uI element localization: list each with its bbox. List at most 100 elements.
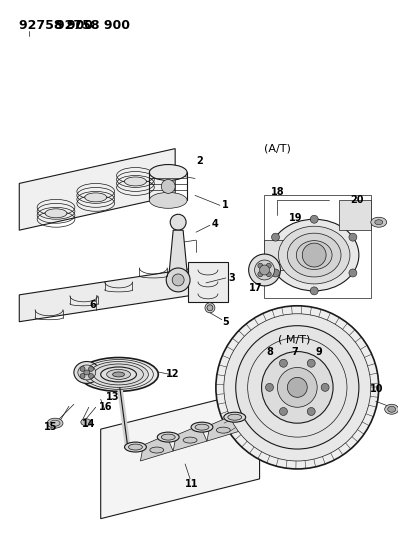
Circle shape bbox=[166, 268, 190, 292]
Text: 11: 11 bbox=[185, 479, 199, 489]
Ellipse shape bbox=[124, 442, 146, 452]
Text: 9: 9 bbox=[316, 346, 322, 357]
Ellipse shape bbox=[81, 419, 91, 426]
Ellipse shape bbox=[85, 193, 107, 202]
Circle shape bbox=[262, 352, 333, 423]
Text: (A/T): (A/T) bbox=[264, 143, 291, 154]
Text: 4: 4 bbox=[211, 219, 218, 229]
Polygon shape bbox=[339, 200, 371, 230]
Circle shape bbox=[307, 408, 315, 415]
Ellipse shape bbox=[47, 418, 63, 428]
Text: 1: 1 bbox=[221, 200, 228, 211]
Polygon shape bbox=[101, 389, 260, 519]
Circle shape bbox=[260, 265, 269, 275]
Polygon shape bbox=[140, 435, 173, 461]
Polygon shape bbox=[169, 230, 187, 272]
Ellipse shape bbox=[296, 240, 332, 270]
Text: 8: 8 bbox=[266, 346, 273, 357]
Circle shape bbox=[255, 260, 275, 280]
Text: 2: 2 bbox=[197, 156, 203, 166]
Text: 15: 15 bbox=[44, 422, 58, 432]
Ellipse shape bbox=[279, 226, 350, 284]
Circle shape bbox=[170, 214, 186, 230]
Ellipse shape bbox=[161, 434, 175, 440]
Text: 5: 5 bbox=[222, 317, 229, 327]
Ellipse shape bbox=[388, 406, 396, 412]
Ellipse shape bbox=[124, 177, 146, 186]
Ellipse shape bbox=[113, 372, 124, 377]
Text: ( M/T): ( M/T) bbox=[278, 335, 310, 345]
Text: 18: 18 bbox=[271, 188, 284, 197]
Text: 16: 16 bbox=[99, 402, 113, 412]
Text: 6: 6 bbox=[89, 300, 96, 310]
Ellipse shape bbox=[79, 358, 158, 391]
Ellipse shape bbox=[74, 361, 100, 383]
Ellipse shape bbox=[78, 365, 96, 380]
Circle shape bbox=[266, 272, 271, 277]
Circle shape bbox=[277, 367, 317, 407]
Circle shape bbox=[161, 180, 175, 193]
Ellipse shape bbox=[84, 370, 90, 375]
Polygon shape bbox=[264, 240, 284, 270]
Ellipse shape bbox=[385, 404, 399, 414]
Circle shape bbox=[307, 359, 315, 367]
Ellipse shape bbox=[195, 424, 209, 430]
Circle shape bbox=[266, 263, 271, 268]
Circle shape bbox=[272, 269, 279, 277]
Circle shape bbox=[216, 306, 379, 469]
Text: 10: 10 bbox=[370, 384, 383, 394]
Circle shape bbox=[80, 374, 85, 378]
Circle shape bbox=[236, 326, 359, 449]
Ellipse shape bbox=[287, 233, 341, 277]
Circle shape bbox=[321, 383, 329, 391]
Text: 92758 900: 92758 900 bbox=[19, 19, 93, 33]
Circle shape bbox=[224, 314, 371, 461]
Text: 19: 19 bbox=[288, 213, 302, 223]
Polygon shape bbox=[173, 425, 207, 451]
Circle shape bbox=[258, 263, 263, 268]
Ellipse shape bbox=[150, 447, 164, 453]
Ellipse shape bbox=[191, 422, 213, 432]
Text: 92758 900: 92758 900 bbox=[56, 19, 130, 33]
Circle shape bbox=[279, 408, 287, 415]
Ellipse shape bbox=[107, 369, 130, 379]
Circle shape bbox=[89, 367, 93, 372]
Ellipse shape bbox=[371, 217, 387, 227]
Circle shape bbox=[287, 377, 307, 397]
Ellipse shape bbox=[149, 192, 187, 208]
Circle shape bbox=[349, 233, 357, 241]
Ellipse shape bbox=[128, 444, 142, 450]
Circle shape bbox=[349, 269, 357, 277]
Ellipse shape bbox=[228, 414, 242, 420]
Polygon shape bbox=[19, 149, 175, 230]
Ellipse shape bbox=[89, 361, 148, 387]
Circle shape bbox=[89, 374, 93, 378]
Bar bbox=[188, 262, 228, 302]
Circle shape bbox=[310, 215, 318, 223]
Ellipse shape bbox=[149, 165, 187, 181]
Circle shape bbox=[258, 272, 263, 277]
Ellipse shape bbox=[157, 432, 179, 442]
Circle shape bbox=[207, 305, 213, 311]
Polygon shape bbox=[207, 415, 240, 441]
Ellipse shape bbox=[101, 367, 136, 382]
Ellipse shape bbox=[375, 220, 383, 225]
Circle shape bbox=[272, 233, 279, 241]
Text: 7: 7 bbox=[291, 346, 298, 357]
Text: 3: 3 bbox=[228, 273, 235, 283]
Ellipse shape bbox=[45, 209, 67, 218]
Ellipse shape bbox=[224, 412, 246, 422]
Ellipse shape bbox=[269, 219, 359, 291]
Circle shape bbox=[172, 274, 184, 286]
Text: 12: 12 bbox=[166, 369, 179, 379]
Text: 17: 17 bbox=[249, 283, 263, 293]
Circle shape bbox=[302, 243, 326, 267]
Circle shape bbox=[80, 367, 85, 372]
Ellipse shape bbox=[183, 437, 197, 443]
Circle shape bbox=[310, 287, 318, 295]
Text: 14: 14 bbox=[82, 419, 95, 429]
Circle shape bbox=[266, 383, 273, 391]
Ellipse shape bbox=[216, 427, 230, 433]
Circle shape bbox=[279, 359, 287, 367]
Polygon shape bbox=[19, 268, 195, 322]
